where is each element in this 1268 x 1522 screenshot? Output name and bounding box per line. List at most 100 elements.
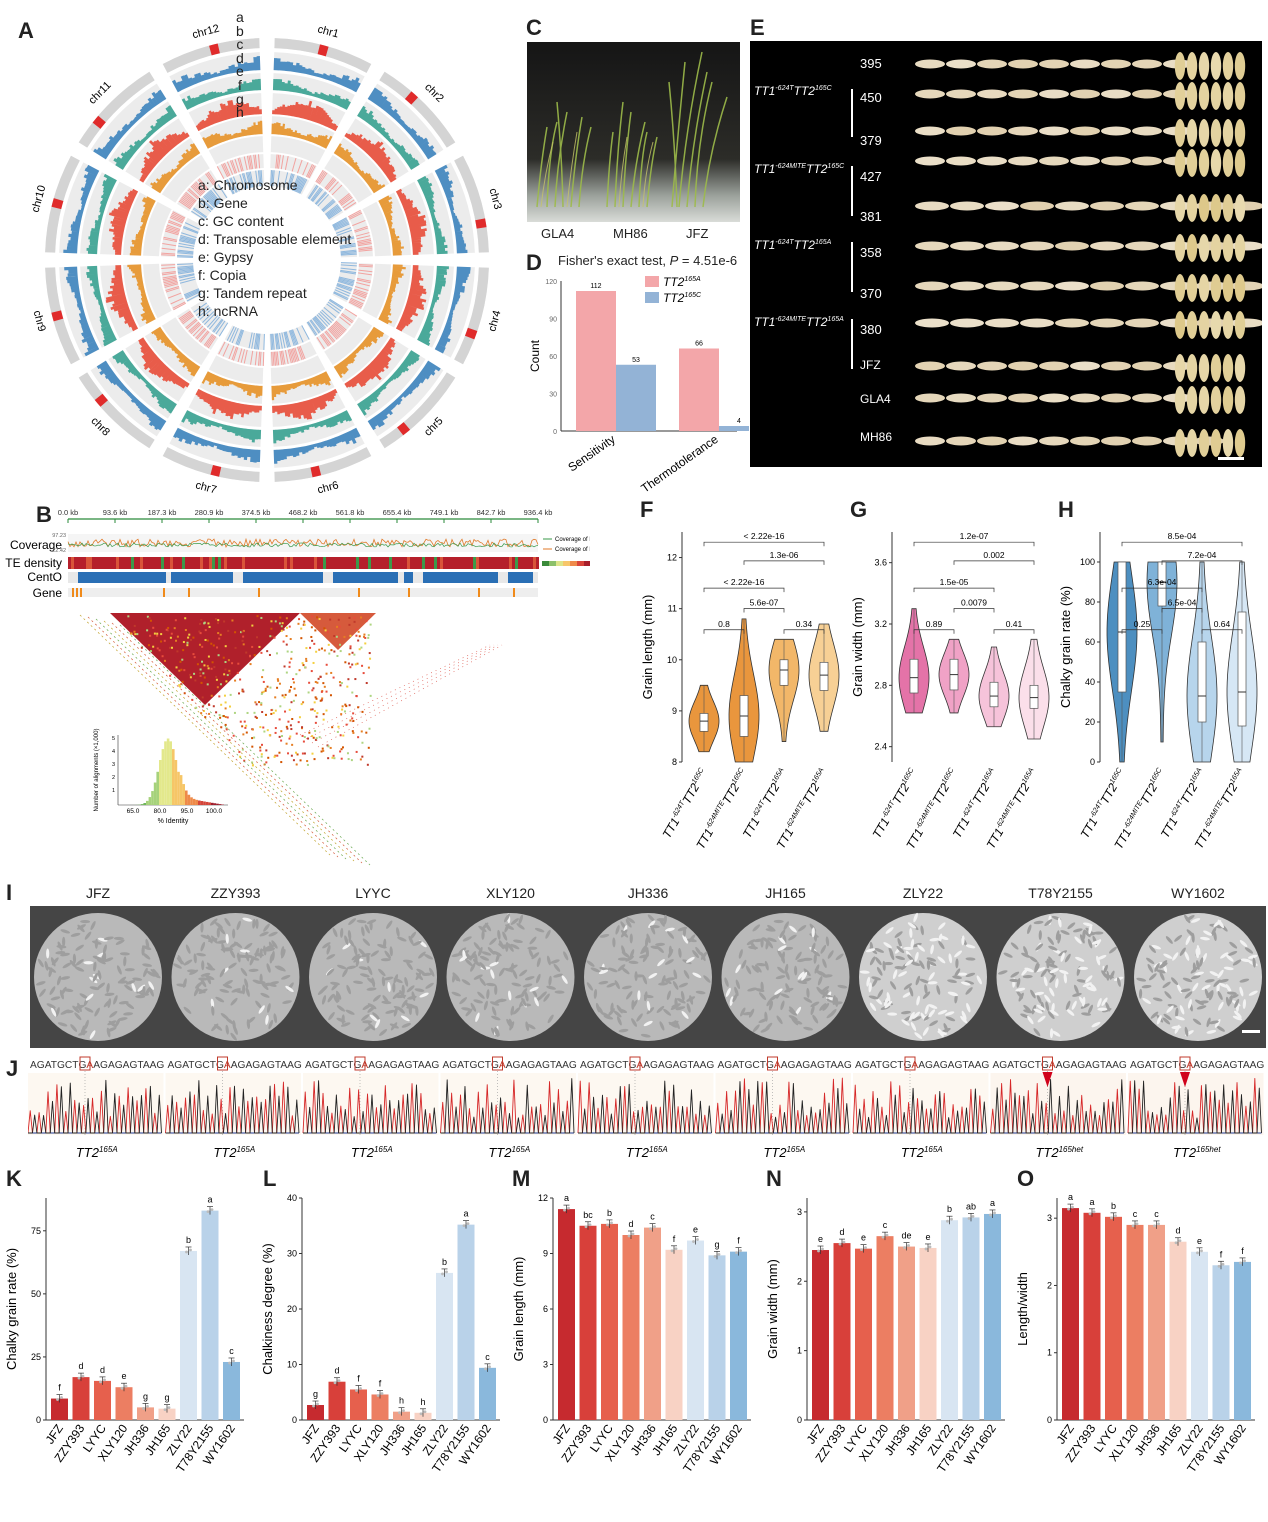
coverage-max: 97.23 <box>52 533 66 539</box>
rice-grain <box>961 1010 967 1021</box>
rice-grain <box>50 957 56 967</box>
hist-bar <box>216 803 219 805</box>
te-cell <box>398 557 401 569</box>
rice-grain <box>401 999 408 1008</box>
data-point <box>488 1365 491 1369</box>
bar <box>94 1380 111 1420</box>
heatmap-dot <box>368 727 371 730</box>
rice-grain <box>1050 1010 1059 1016</box>
gene-block <box>358 588 360 597</box>
bar <box>601 1223 618 1420</box>
circos-ring-bg <box>362 263 391 319</box>
heatmap-dot <box>223 620 226 623</box>
grain-wide <box>1222 52 1234 80</box>
data-point <box>1071 1205 1074 1209</box>
data-point <box>739 1249 742 1253</box>
rice-grain <box>1225 984 1232 993</box>
ring-label: d <box>236 49 244 66</box>
heatmap-dot <box>260 753 263 756</box>
rice-grain <box>273 1013 278 1024</box>
bar <box>1234 1261 1251 1420</box>
rice-grain <box>109 1010 118 1018</box>
grain-wide <box>1198 311 1210 339</box>
heatmap-dot <box>270 620 273 623</box>
te-cell <box>314 557 317 569</box>
circos-histogram <box>357 350 420 416</box>
grain <box>1132 59 1162 69</box>
heatmap-dot <box>169 646 172 649</box>
hist-ytick: 1 <box>112 788 115 794</box>
rice-grain <box>1101 997 1108 1006</box>
data-point <box>567 1206 570 1210</box>
rice-grain <box>189 969 199 975</box>
grain <box>985 318 1019 328</box>
rice-grain <box>1179 1005 1185 1015</box>
grain <box>1101 361 1131 371</box>
heatmap-dot <box>274 709 277 712</box>
rice-grain <box>372 1012 380 1020</box>
circos-lines <box>315 169 357 211</box>
heatmap-dot <box>226 674 229 677</box>
p-value: 0.002 <box>983 550 1005 560</box>
te-cell <box>116 557 119 569</box>
rice-grain <box>929 1020 939 1027</box>
rice-grain <box>964 980 975 985</box>
rice-grain <box>1163 1013 1172 1021</box>
sequence-text: AGATGCTGAAGAGAGTAAG <box>993 1060 1127 1071</box>
grain-wide <box>1234 429 1246 457</box>
rice-grain <box>146 970 156 977</box>
te-cell <box>215 557 218 569</box>
rice-grain <box>94 938 99 949</box>
heatmap-dot <box>218 695 221 698</box>
heatmap-dot <box>312 661 315 664</box>
rice-grain <box>1036 994 1042 1004</box>
rice-grain <box>547 1014 554 1024</box>
heatmap-dot <box>208 625 211 628</box>
rice-grain <box>259 948 263 959</box>
heatmap-dot <box>290 701 293 704</box>
cento-block <box>333 572 398 583</box>
sequence-text: AGATGCTGAAGAGAGTAAG <box>580 1060 714 1071</box>
hist-bar <box>195 799 198 805</box>
heatmap-dot <box>309 708 312 711</box>
boxplot-box <box>1197 641 1207 723</box>
rice-grain <box>825 936 830 947</box>
rice-grain <box>1048 945 1058 951</box>
y-tick: 100 <box>1080 557 1095 567</box>
te-cell <box>161 557 164 569</box>
chromosome-arc <box>379 372 456 449</box>
rice-grain <box>367 965 373 976</box>
sig-bracket <box>743 560 825 565</box>
hist-bar <box>192 798 196 805</box>
rice-grain <box>675 1006 686 1011</box>
chromosome-label: chr1 <box>316 23 340 40</box>
heatmap-dot <box>280 739 283 742</box>
rice-grain <box>92 972 98 982</box>
variety-label: ZLY22 <box>902 885 944 901</box>
genotype-label: TT1-624MITETT2165C <box>754 162 845 176</box>
rice-grain <box>407 995 417 1000</box>
hist-bar <box>153 782 157 805</box>
rice-grain <box>239 949 250 953</box>
heatmap-dot <box>349 647 352 650</box>
heatmap-dot <box>332 754 335 757</box>
significance-letter: e <box>861 1233 866 1243</box>
circos-ring-bg <box>348 210 373 257</box>
rice-circle <box>446 913 575 1041</box>
heatmap-dot <box>255 716 258 719</box>
rice-grain <box>535 973 541 984</box>
centromere-mark <box>397 422 411 436</box>
heatmap-dot <box>229 705 232 708</box>
p-value: 6.3e-04 <box>1148 577 1177 587</box>
heatmap-dot <box>273 755 276 758</box>
variety-label: ZZY393 <box>210 885 261 901</box>
te-cell <box>485 557 488 569</box>
heatmap-dot <box>369 657 372 660</box>
rice-grain <box>79 993 89 1000</box>
rice-grain <box>1179 947 1186 956</box>
significance-letter: h <box>420 1397 425 1407</box>
significance-letter: e <box>121 1371 126 1381</box>
